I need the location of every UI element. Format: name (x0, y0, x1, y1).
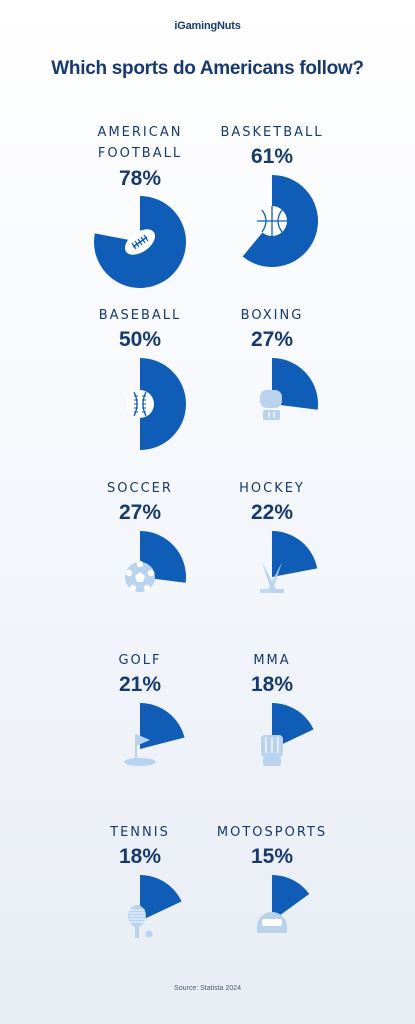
sport-label-line: GOLF (118, 653, 162, 668)
baseball-icon (126, 390, 154, 418)
sport-item: TENNIS 18% (45, 822, 235, 992)
pie-chart (260, 358, 319, 420)
pie-slice (140, 358, 186, 450)
pie-slice (140, 703, 185, 749)
sport-item: GOLF 21% (45, 650, 235, 820)
pie-chart (126, 358, 186, 450)
sport-label-line: TENNIS (110, 825, 170, 840)
pie-chart (125, 531, 187, 592)
brand-logo: iGamingNuts (174, 20, 241, 32)
boxing-glove-icon (260, 390, 282, 420)
sport-label-line: SOCCER (107, 481, 173, 496)
sport-label-line: BASEBALL (98, 308, 182, 323)
sport-item: AMERICAN FOOTBALL 78% (45, 122, 235, 292)
soccer-ball-icon (125, 560, 155, 592)
pie-chart (93, 196, 186, 288)
sport-item: BASEBALL 50% (45, 305, 235, 475)
sport-percent: 78% (118, 167, 162, 190)
sport-label: SOCCER (45, 478, 235, 499)
sport-percent: 15% (250, 845, 294, 868)
sport-item: HOCKEY 22% (177, 478, 367, 648)
sport-label-line: BOXING (240, 308, 304, 323)
pie-chart (257, 875, 310, 933)
sport-percent: 27% (250, 328, 294, 351)
sport-label-line: FOOTBALL (97, 146, 183, 161)
sport-label: BASEBALL (45, 305, 235, 326)
sport-label: AMERICAN FOOTBALL (45, 122, 235, 164)
sport-item: BOXING 27% (177, 305, 367, 475)
sport-label-line: BASKETBALL (220, 125, 324, 140)
sport-label-line: MOTOSPORTS (216, 825, 328, 840)
pie-slice (272, 875, 310, 921)
sport-percent: 18% (118, 845, 162, 868)
sport-percent: 22% (250, 501, 294, 524)
sport-label: BOXING (177, 305, 367, 326)
sport-label: MOTOSPORTS (177, 822, 367, 843)
sport-label-line: MMA (253, 653, 291, 668)
sport-label-line: HOCKEY (239, 481, 305, 496)
sport-item: MMA 18% (177, 650, 367, 820)
sport-percent: 21% (118, 673, 162, 696)
tennis-racket-icon (128, 905, 153, 938)
pie-slice (272, 531, 318, 577)
racing-helmet-icon (257, 912, 287, 933)
source-note: Source: Statista 2024 (174, 985, 241, 992)
pie-slice (140, 875, 182, 921)
sport-percent: 27% (118, 501, 162, 524)
pie-slice (272, 358, 319, 410)
page-title: Which sports do Americans follow? (51, 58, 364, 79)
hockey-sticks-icon (260, 562, 284, 593)
sport-label: GOLF (45, 650, 235, 671)
pie-chart (260, 531, 318, 593)
pie-chart (124, 703, 185, 766)
sport-label: TENNIS (45, 822, 235, 843)
pie-chart (128, 875, 182, 938)
sport-percent: 18% (250, 673, 294, 696)
pie-chart (242, 175, 319, 267)
basketball-icon (257, 206, 287, 236)
pie-chart (261, 703, 314, 766)
sport-label-line: AMERICAN (97, 125, 183, 140)
american-football-icon (124, 229, 156, 255)
sport-item: BASKETBALL 61% (177, 122, 367, 292)
golf-flag-icon (124, 734, 156, 766)
sport-percent: 61% (250, 145, 294, 168)
sport-label: HOCKEY (177, 478, 367, 499)
sport-label: BASKETBALL (177, 122, 367, 143)
sport-item: MOTOSPORTS 15% (177, 822, 367, 992)
sport-label: MMA (177, 650, 367, 671)
sport-item: SOCCER 27% (45, 478, 235, 648)
sport-percent: 50% (118, 328, 162, 351)
mma-glove-icon (261, 735, 283, 766)
